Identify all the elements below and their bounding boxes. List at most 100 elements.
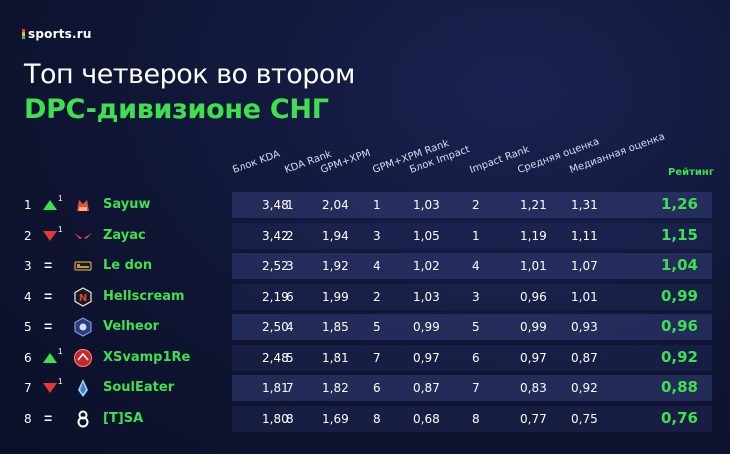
trend-same-icon: = <box>44 287 53 304</box>
row-background <box>232 344 712 371</box>
value-cell: 0,93 <box>571 320 598 334</box>
rating-cell: 0,99 <box>660 286 698 305</box>
trend-same-icon: = <box>44 409 53 426</box>
value-cell: 3,48 <box>262 198 289 212</box>
value-cell: 1 <box>373 198 381 212</box>
trend-delta: 1 <box>58 194 63 203</box>
rank-cell: 3 <box>24 259 32 273</box>
brand-logo: sports.ru <box>22 27 92 41</box>
table-row: 5 = Velheor 2,50 4 1,85 5 0,99 5 0,99 0,93 0,96 <box>0 314 730 340</box>
trend-same-icon: = <box>44 318 53 334</box>
table-row: 4 = N Hellscream 2,19 6 1,99 2 1,03 3 0,96 1,01 0,99 <box>0 283 730 310</box>
player-name: [T]SA <box>103 410 144 426</box>
rating-header: Рейтинг <box>668 167 715 178</box>
value-cell: 5 <box>373 320 381 334</box>
rating-cell: 0,96 <box>660 317 698 335</box>
value-cell: 1,31 <box>571 198 598 212</box>
table-row: 7 1 SoulEater 1,81 7 1,82 6 0,87 7 0,83 0,92 0,88 <box>0 375 730 401</box>
value-cell: 0,96 <box>520 289 547 304</box>
value-cell: 7 <box>472 381 480 395</box>
value-cell: 1,01 <box>571 289 598 304</box>
value-cell: 2,19 <box>262 289 289 304</box>
value-cell: 8 <box>286 411 294 426</box>
value-cell: 0,87 <box>413 381 440 395</box>
value-cell: 6 <box>373 381 381 395</box>
value-cell: 1,11 <box>571 228 598 243</box>
value-cell: 2 <box>472 198 480 212</box>
value-cell: 1,03 <box>413 198 440 212</box>
value-cell: 1,21 <box>520 198 547 212</box>
value-cell: 1,81 <box>262 381 289 395</box>
table-row: 6 1 XSvamp1Re 2,48 5 1,81 7 0,97 6 0,97 0,87 0,92 <box>0 344 730 371</box>
value-cell: 0,99 <box>520 320 547 334</box>
player-name: Velheor <box>103 319 160 334</box>
trend-down-icon <box>43 383 57 393</box>
trend-delta: 1 <box>58 346 63 356</box>
row-background <box>232 253 712 279</box>
value-cell: 8 <box>472 411 480 426</box>
trend-up-icon <box>43 352 57 363</box>
value-cell: 2,52 <box>262 259 289 273</box>
trend-delta: 1 <box>58 377 63 386</box>
value-cell: 0,97 <box>520 350 547 365</box>
value-cell: 2,50 <box>262 320 289 334</box>
rating-cell: 0,88 <box>660 378 698 396</box>
brand-name: sports.ru <box>28 27 92 41</box>
value-cell: 1,01 <box>520 259 547 273</box>
value-cell: 5 <box>286 350 294 365</box>
value-cell: 1,85 <box>322 320 349 334</box>
value-cell: 7 <box>286 381 294 395</box>
rank-cell: 6 <box>24 350 32 365</box>
value-cell: 0,97 <box>413 350 440 365</box>
value-cell: 0,92 <box>571 381 598 395</box>
player-name: Hellscream <box>103 288 185 304</box>
value-cell: 1,19 <box>520 228 547 243</box>
rank-cell: 1 <box>24 198 32 212</box>
value-cell: 7 <box>373 350 381 365</box>
row-background <box>232 405 712 432</box>
value-cell: 1,02 <box>413 259 440 273</box>
value-cell: 1,82 <box>322 381 349 395</box>
value-cell: 1,69 <box>322 411 349 426</box>
team-logo-icon <box>77 410 89 427</box>
row-background <box>232 222 712 249</box>
value-cell: 0,83 <box>520 381 547 395</box>
brand-stripes-icon <box>22 29 25 39</box>
value-cell: 4 <box>373 259 381 273</box>
value-cell: 1,80 <box>262 411 289 426</box>
value-cell: 1,03 <box>413 289 440 304</box>
trend-down-icon <box>43 230 57 241</box>
value-cell: 4 <box>286 320 294 334</box>
rank-cell: 4 <box>24 289 32 304</box>
team-logo-icon <box>78 379 88 397</box>
table-row: 3 = Le don 2,52 3 1,92 4 1,02 4 1,01 1,07 1,04 <box>0 253 730 279</box>
value-cell: 0,77 <box>520 411 547 426</box>
row-background <box>232 283 712 310</box>
five-team-logo-icon <box>74 261 92 271</box>
nigma-logo-icon: N <box>74 286 92 307</box>
page-title-line1: Топ четверок во втором <box>24 59 355 90</box>
table-row: 1 1 Sayuw 3,48 1 2,04 1 1,03 2 1,21 1,31 1,26 <box>0 192 730 218</box>
value-cell: 1,81 <box>322 350 349 365</box>
team-logo-icon <box>74 317 92 337</box>
trend-up-icon <box>43 200 57 210</box>
table-row: 2 1 Zayac 3,42 2 1,94 3 1,05 1 1,19 1,11 1,15 <box>0 222 730 249</box>
value-cell: 1 <box>472 228 480 243</box>
value-cell: 0,87 <box>571 350 598 365</box>
value-cell: 6 <box>286 289 294 304</box>
value-cell: 0,99 <box>413 320 440 334</box>
value-cell: 1,92 <box>322 259 349 273</box>
value-cell: 5 <box>472 320 480 334</box>
rank-cell: 7 <box>24 381 32 395</box>
rating-cell: 0,92 <box>660 347 698 366</box>
team-logo-icon <box>74 232 92 239</box>
player-name: SoulEater <box>103 380 175 395</box>
value-cell: 4 <box>472 259 480 273</box>
player-name: Le don <box>103 258 153 273</box>
rank-cell: 5 <box>24 320 32 334</box>
value-cell: 3 <box>286 259 294 273</box>
table-row: 8 = [T]SA 1,80 8 1,69 8 0,68 8 0,77 0,75 0,76 <box>0 405 730 432</box>
value-cell: 6 <box>472 350 480 365</box>
value-cell: 1,05 <box>413 228 440 243</box>
value-cell: 0,75 <box>571 411 598 426</box>
